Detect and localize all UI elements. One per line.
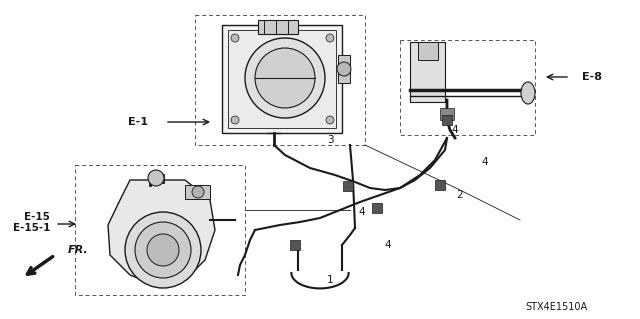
Circle shape <box>135 222 191 278</box>
Text: 4: 4 <box>358 207 365 217</box>
Bar <box>338 55 350 83</box>
Text: 4: 4 <box>482 157 488 167</box>
Bar <box>185 185 210 199</box>
Text: E-15: E-15 <box>24 212 50 222</box>
Bar <box>228 30 336 128</box>
Text: STX4E1510A: STX4E1510A <box>525 302 587 312</box>
Circle shape <box>125 212 201 288</box>
Text: E-1: E-1 <box>128 117 148 127</box>
Bar <box>440 108 454 120</box>
Bar <box>343 181 353 191</box>
Bar <box>442 115 452 125</box>
Circle shape <box>326 116 334 124</box>
Text: 3: 3 <box>326 135 333 145</box>
Text: 1: 1 <box>326 275 333 285</box>
Bar <box>75 165 245 295</box>
Circle shape <box>148 170 164 186</box>
Text: 4: 4 <box>385 240 391 250</box>
Circle shape <box>326 34 334 42</box>
Bar <box>435 180 445 190</box>
Bar <box>400 40 535 135</box>
Bar <box>410 42 445 102</box>
Text: 4: 4 <box>452 125 458 135</box>
Bar <box>290 240 300 250</box>
Text: E-8: E-8 <box>582 72 602 82</box>
Circle shape <box>231 34 239 42</box>
Bar <box>258 20 298 34</box>
Circle shape <box>231 116 239 124</box>
Bar <box>222 25 342 133</box>
Ellipse shape <box>521 82 535 104</box>
Text: E-15-1: E-15-1 <box>13 223 50 233</box>
Circle shape <box>255 48 315 108</box>
Circle shape <box>147 234 179 266</box>
Text: 2: 2 <box>457 190 463 200</box>
Bar <box>418 42 438 60</box>
Circle shape <box>192 186 204 198</box>
Bar <box>195 15 365 145</box>
Circle shape <box>245 38 325 118</box>
Text: FR.: FR. <box>68 245 89 255</box>
Polygon shape <box>108 180 215 285</box>
Bar <box>372 203 382 213</box>
Circle shape <box>337 62 351 76</box>
